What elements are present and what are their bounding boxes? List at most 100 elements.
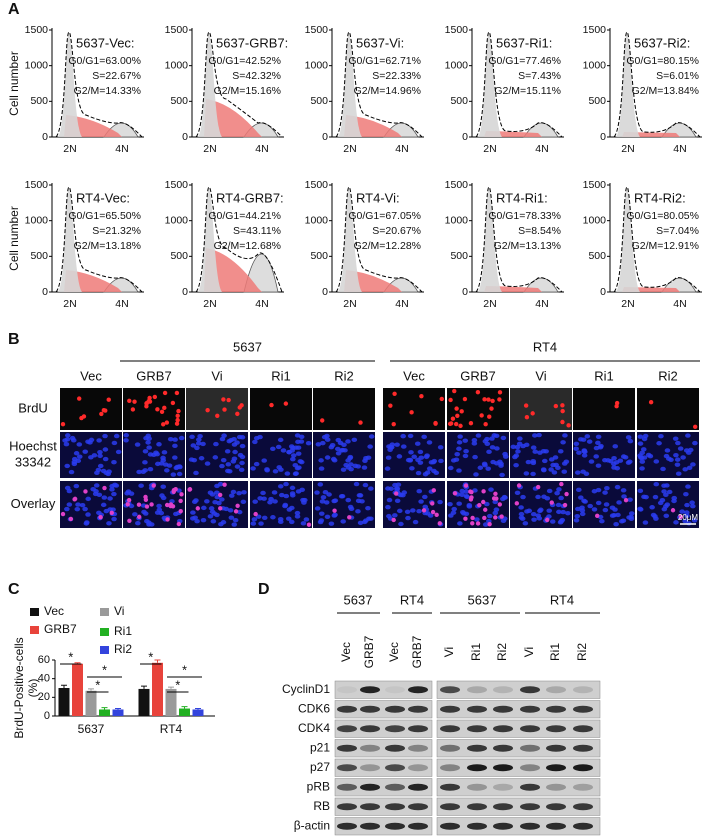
nucleus	[653, 481, 660, 487]
nucleus	[147, 466, 154, 472]
nucleus	[462, 453, 469, 459]
fit-line	[475, 31, 563, 138]
nucleus	[272, 499, 278, 504]
band	[360, 822, 380, 830]
nucleus	[602, 507, 609, 513]
nucleus	[611, 461, 617, 467]
plot-stat: S=8.54%	[518, 225, 561, 237]
nucleus	[576, 450, 582, 455]
y-tick-label: 1000	[583, 59, 607, 71]
nucleus	[595, 500, 602, 506]
nucleus	[424, 470, 431, 475]
y-tick-label: 1500	[445, 24, 469, 36]
nucleus	[68, 469, 75, 475]
nucleus	[348, 462, 354, 467]
y-tick-label: 1500	[305, 24, 329, 36]
y-tick-label: 0	[322, 131, 328, 143]
nucleus	[426, 440, 433, 445]
nucleus	[661, 506, 668, 512]
nucleus	[213, 441, 219, 447]
nucleus	[674, 462, 681, 467]
nucleus	[557, 449, 564, 454]
band	[440, 822, 460, 830]
nucleus	[637, 434, 644, 439]
nucleus	[464, 494, 470, 500]
nucleus	[518, 505, 524, 510]
nucleus	[294, 514, 301, 519]
brdu-nucleus	[433, 421, 438, 426]
plot-stat: S=42.32%	[232, 70, 281, 82]
g1-peak	[198, 34, 222, 137]
brdu-nucleus	[205, 407, 210, 413]
protein-label: RB	[313, 799, 330, 813]
nucleus	[400, 444, 407, 449]
nucleus	[526, 508, 533, 513]
nucleus	[396, 454, 403, 459]
nucleus	[551, 470, 558, 475]
brdu-nucleus	[462, 396, 468, 402]
brdu-nucleus	[648, 400, 654, 405]
band	[546, 803, 566, 811]
nucleus	[196, 437, 202, 442]
nucleus	[105, 471, 112, 477]
nucleus	[230, 459, 237, 464]
nucleus	[283, 481, 289, 487]
micrograph	[573, 388, 635, 430]
plot-stat: S=21.32%	[92, 225, 141, 237]
g1-peak	[478, 34, 502, 137]
brdu-nucleus	[176, 408, 181, 414]
nucleus	[231, 522, 238, 527]
nucleus	[396, 508, 403, 514]
blot-strip	[334, 700, 433, 719]
blot-strip	[334, 719, 433, 738]
nucleus	[659, 497, 666, 503]
nucleus	[674, 457, 681, 462]
micrograph	[250, 388, 312, 430]
band	[440, 705, 460, 713]
nucleus	[66, 502, 73, 507]
nucleus	[286, 449, 292, 455]
nucleus	[97, 453, 103, 459]
nucleus	[214, 483, 220, 489]
band	[360, 705, 380, 713]
nucleus	[255, 514, 262, 519]
row-label: 33342	[15, 454, 51, 469]
nucleus	[523, 471, 530, 476]
nucleus	[141, 509, 147, 515]
brdu-nucleus	[523, 403, 529, 408]
band	[467, 705, 487, 713]
plot-stat: G0/G1=67.05%	[348, 210, 421, 222]
nucleus	[685, 484, 691, 489]
legend-label: GRB7	[44, 622, 77, 636]
nucleus	[232, 449, 238, 455]
brdu-nucleus	[463, 483, 469, 488]
nucleus	[260, 490, 266, 496]
nucleus	[96, 438, 102, 443]
brdu-nucleus	[481, 499, 486, 505]
nucleus	[123, 433, 130, 438]
band	[467, 783, 487, 791]
nucleus	[400, 433, 406, 439]
nucleus	[290, 453, 297, 458]
nucleus	[416, 508, 422, 514]
band	[360, 783, 380, 791]
nucleus	[109, 483, 115, 489]
nucleus	[272, 469, 279, 474]
y-tick-label: 1000	[165, 59, 189, 71]
nucleus	[492, 499, 499, 505]
plot-title: RT4-Vec:	[76, 190, 130, 205]
nucleus	[554, 490, 560, 496]
nucleus	[579, 511, 586, 517]
nucleus	[482, 522, 489, 527]
y-axis-label: (%)	[26, 679, 40, 698]
nucleus	[211, 511, 218, 516]
brdu-nucleus	[269, 402, 274, 408]
nucleus	[224, 449, 231, 454]
brdu-nucleus	[162, 390, 168, 396]
brdu-nucleus	[483, 421, 488, 427]
nucleus	[295, 451, 302, 456]
nucleus	[279, 492, 285, 498]
nucleus	[656, 441, 662, 446]
y-tick-label: 1000	[445, 59, 469, 71]
x-tick-label: RT4	[160, 722, 183, 736]
